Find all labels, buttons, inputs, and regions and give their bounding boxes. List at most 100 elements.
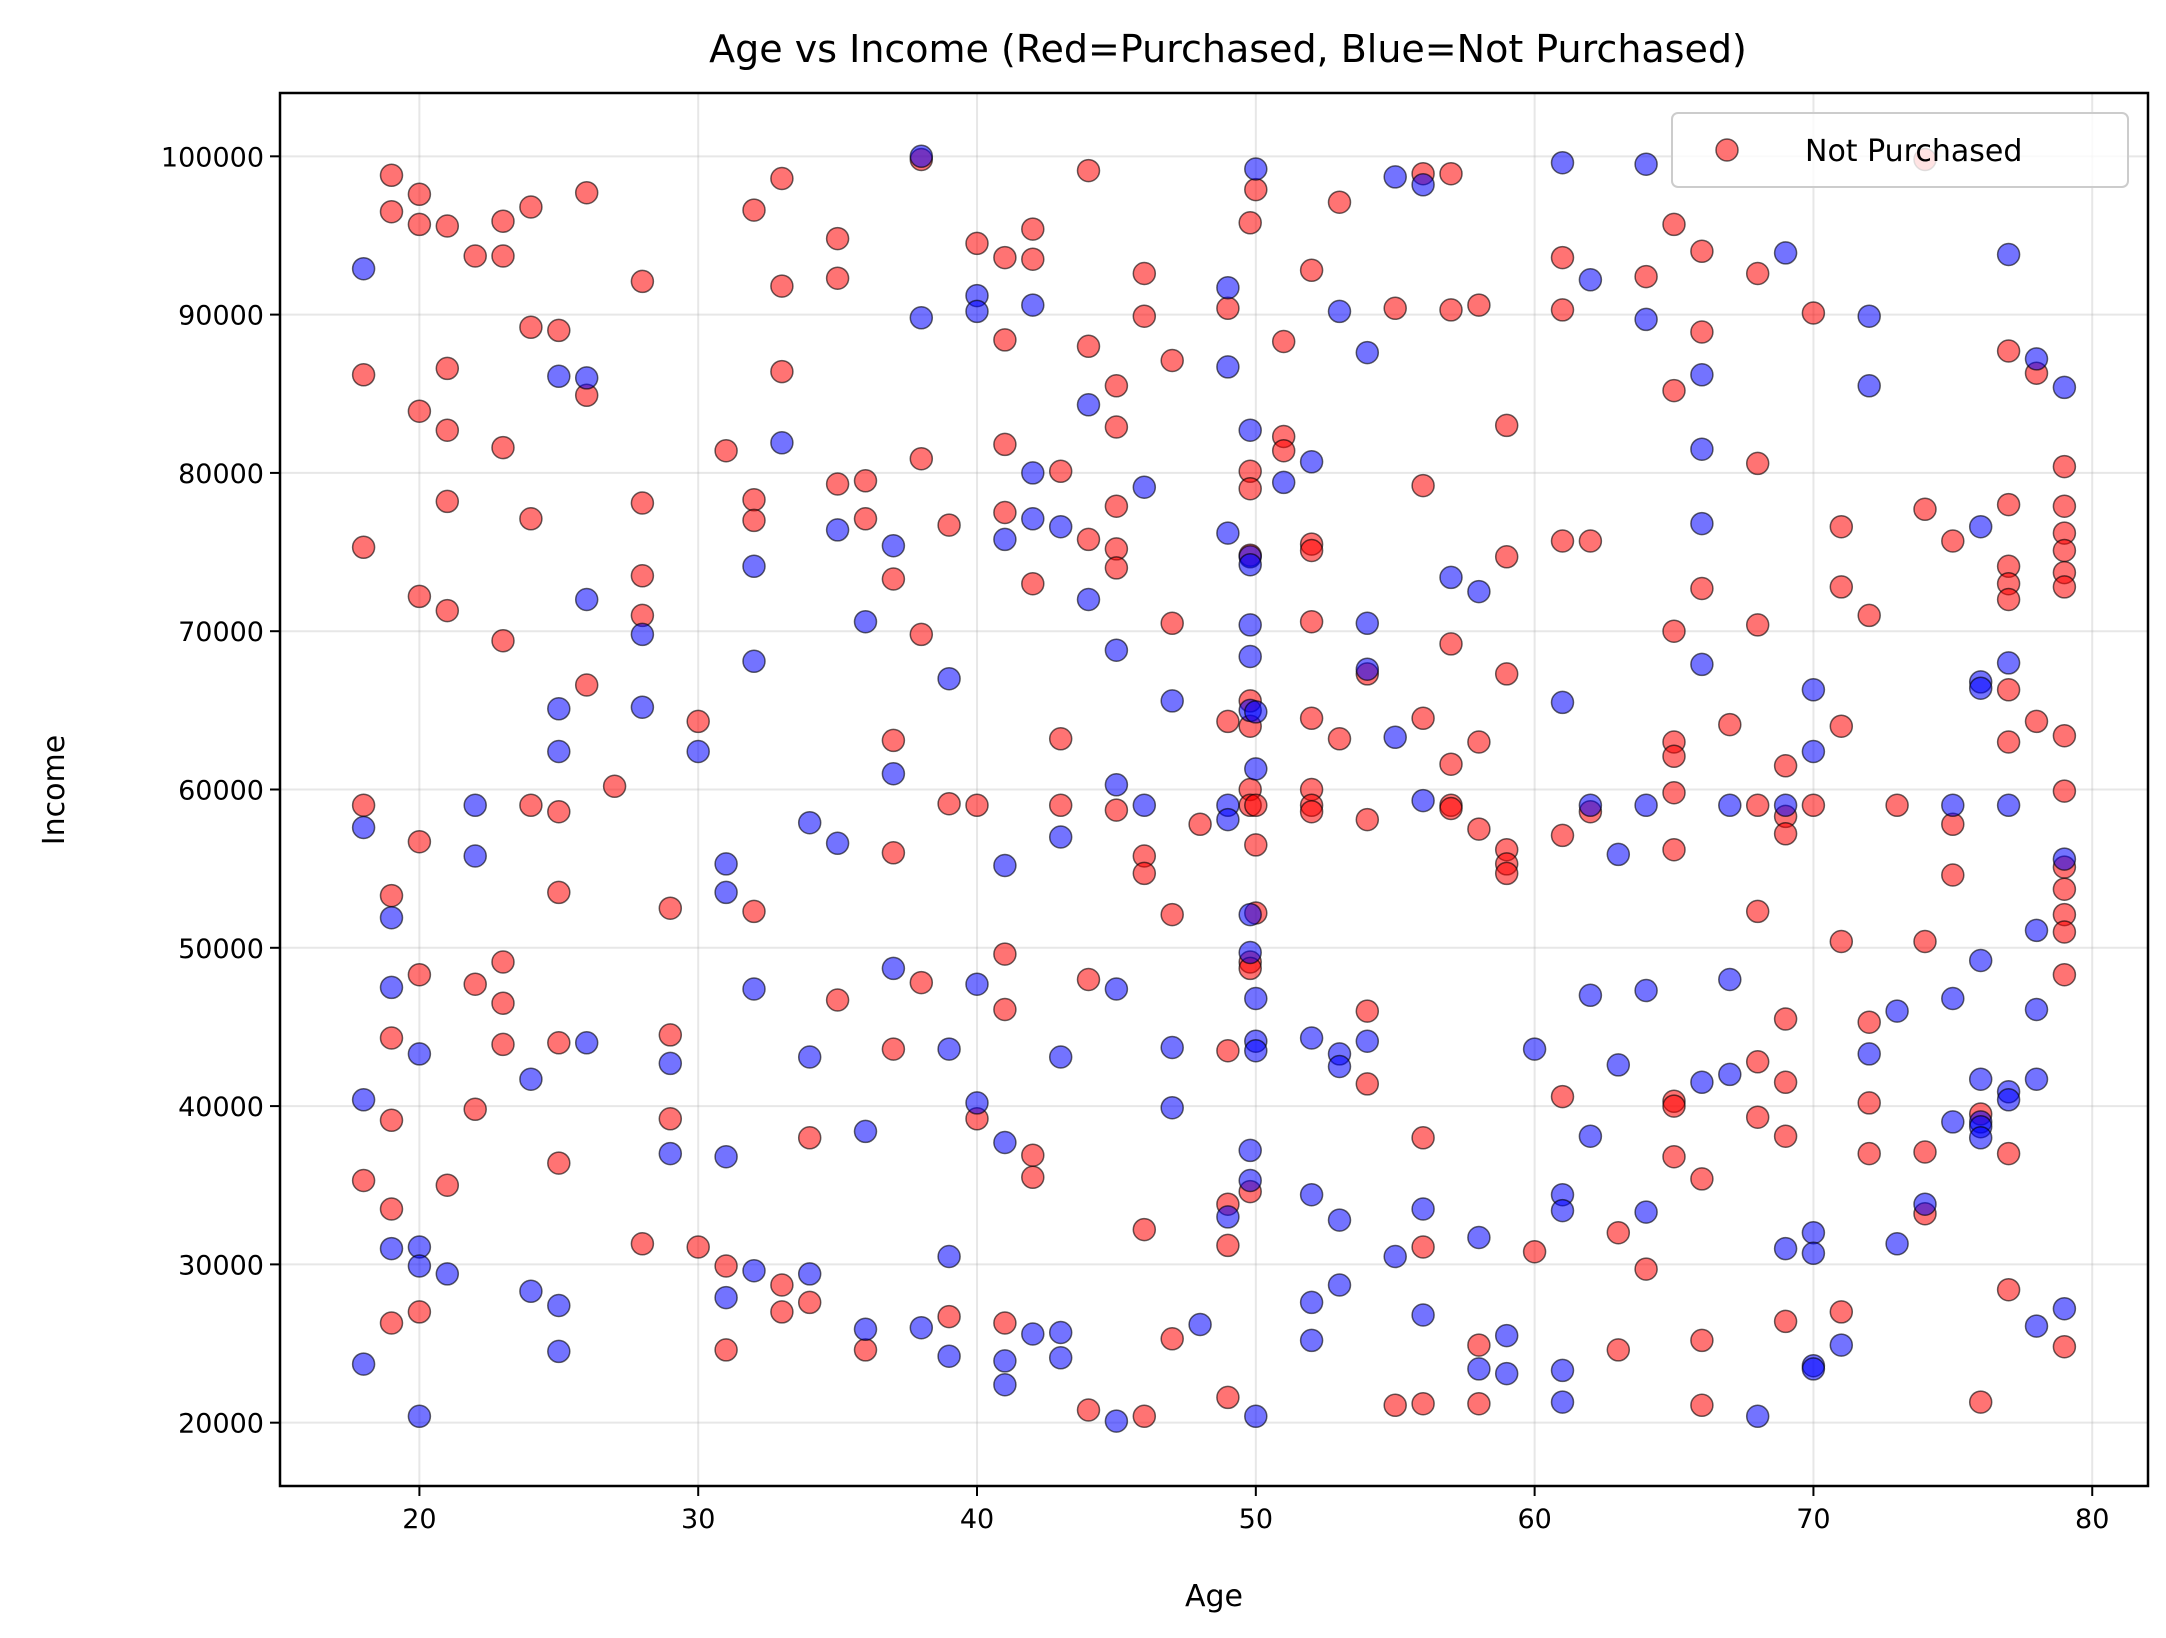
data-point-blue <box>1383 725 1407 750</box>
data-point-blue <box>1550 1358 1575 1383</box>
plot-area: 20 30 40 50 60 70 80 20000 30000 40000 50000 60000… <box>161 91 2150 1535</box>
data-point-blue <box>853 1317 878 1342</box>
data-point-blue <box>1634 793 1658 818</box>
data-point-blue <box>1244 757 1268 781</box>
data-point-blue <box>1745 1404 1770 1429</box>
data-point-red <box>1021 571 1045 596</box>
data-point-red <box>1996 492 2021 517</box>
data-point-blue <box>1238 902 1262 927</box>
data-point-red <box>1439 752 1463 776</box>
data-point-blue <box>1857 304 1881 328</box>
data-point-red <box>1160 611 1184 636</box>
data-point-red <box>1996 1277 2021 1302</box>
data-point-blue <box>1383 165 1407 189</box>
data-point-red <box>1076 1398 1101 1422</box>
data-point-red <box>1216 1385 1240 1410</box>
data-point-red <box>1104 494 1129 518</box>
data-point-blue <box>463 844 487 868</box>
data-point-red <box>1773 1124 1798 1148</box>
data-point-red <box>1299 706 1324 731</box>
data-point-red <box>519 507 543 531</box>
data-point-red <box>2024 709 2049 734</box>
data-point-red <box>714 1254 738 1278</box>
data-point-red <box>435 1173 460 1197</box>
data-point-blue <box>1773 241 1798 265</box>
data-point-red <box>1104 374 1129 398</box>
data-point-blue <box>797 1262 822 1286</box>
legend: Not Purchased <box>1671 112 2129 188</box>
data-point-blue <box>1021 461 1045 485</box>
data-point-red <box>1048 727 1073 751</box>
data-point-blue <box>993 1349 1017 1373</box>
data-point-blue <box>1494 1361 1519 1386</box>
data-point-red <box>770 274 794 298</box>
data-point-blue <box>2052 1296 2077 1321</box>
data-point-blue <box>1132 475 1157 499</box>
data-point-red <box>1550 245 1575 270</box>
data-point-red <box>1634 264 1658 289</box>
data-point-blue <box>1718 967 1742 992</box>
x-tick-label: 40 <box>960 1504 994 1535</box>
data-point-red <box>407 182 432 207</box>
data-point-red <box>1662 780 1686 805</box>
data-point-blue <box>1718 1062 1742 1087</box>
data-point-red <box>1634 1257 1658 1281</box>
x-tick-label: 30 <box>681 1504 715 1535</box>
data-point-red <box>1216 1038 1240 1063</box>
data-point-red <box>937 791 961 816</box>
data-point-blue <box>547 1339 571 1364</box>
data-point-red <box>519 793 543 818</box>
data-point-blue <box>714 852 738 876</box>
data-point-red <box>463 244 487 268</box>
data-point-red <box>1606 1338 1631 1362</box>
data-point-red <box>1494 413 1519 438</box>
data-point-blue <box>1216 275 1240 300</box>
data-point-red <box>1662 1144 1686 1169</box>
data-point-red <box>1662 212 1686 237</box>
data-point-blue <box>993 1372 1017 1397</box>
data-point-blue <box>2052 847 2077 871</box>
x-tick-label: 80 <box>2075 1504 2109 1535</box>
data-point-blue <box>797 810 822 835</box>
data-point-red <box>1829 514 1854 539</box>
data-point-red <box>1383 1393 1407 1418</box>
data-point-red <box>1857 1010 1881 1034</box>
data-point-blue <box>1913 1192 1937 1216</box>
data-point-red <box>491 991 515 1015</box>
data-point-red <box>435 418 460 442</box>
data-point-red <box>1244 793 1268 818</box>
data-point-blue <box>1216 807 1240 832</box>
data-point-red <box>574 180 599 205</box>
data-point-blue <box>909 1315 934 1340</box>
data-point-red <box>1132 261 1157 286</box>
data-point-red <box>1076 158 1101 183</box>
data-point-blue <box>1021 507 1045 531</box>
data-point-red <box>909 446 934 471</box>
data-point-blue <box>1550 150 1575 175</box>
data-point-blue <box>937 1344 961 1368</box>
data-point-red <box>1996 587 2021 612</box>
data-point-red <box>1913 929 1937 954</box>
data-point-blue <box>1996 793 2021 818</box>
data-point-blue <box>714 880 738 905</box>
data-point-blue <box>1244 1404 1268 1429</box>
data-point-red <box>1857 1141 1881 1166</box>
data-point-red <box>351 363 376 387</box>
data-point-red <box>1690 1328 1714 1353</box>
data-point-blue <box>1299 1026 1324 1050</box>
y-tick-label: 60000 <box>178 776 264 807</box>
data-point-blue <box>909 144 934 169</box>
data-point-red <box>1745 613 1770 637</box>
data-point-blue <box>1411 173 1435 197</box>
data-point-red <box>1244 177 1268 202</box>
data-point-red <box>1606 1220 1631 1245</box>
data-point-blue <box>1550 690 1575 715</box>
data-point-red <box>1662 378 1686 403</box>
data-point-red <box>742 198 766 222</box>
data-point-red <box>1411 1391 1435 1416</box>
data-point-blue <box>742 554 766 579</box>
data-point-blue <box>574 587 599 612</box>
data-point-red <box>547 1151 571 1175</box>
data-point-blue <box>1076 587 1101 612</box>
data-point-red <box>1383 296 1407 321</box>
